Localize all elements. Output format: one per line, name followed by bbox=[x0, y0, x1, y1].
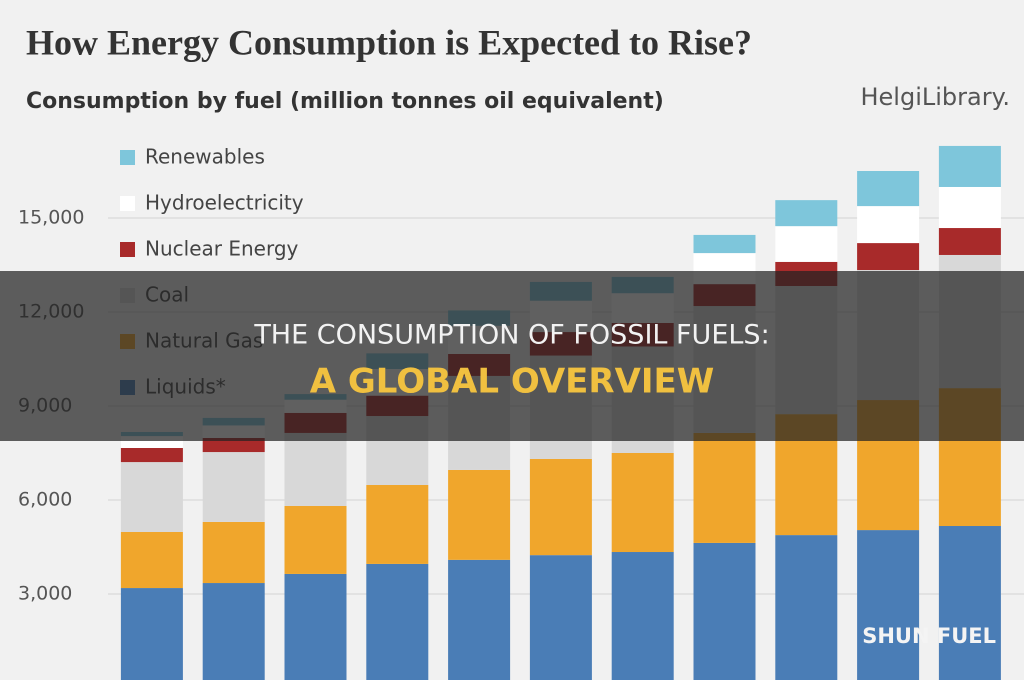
bar-segment bbox=[775, 200, 838, 227]
bar-segment bbox=[120, 447, 183, 463]
bar-segment bbox=[120, 436, 183, 448]
bar-segment bbox=[120, 588, 183, 680]
legend-label: Hydroelectricity bbox=[145, 191, 304, 215]
bar-segment bbox=[938, 145, 1001, 187]
bar-segment bbox=[366, 484, 429, 564]
bar-segment bbox=[284, 505, 347, 574]
bar-segment bbox=[202, 521, 265, 584]
banner-title: THE CONSUMPTION OF FOSSIL FUELS: bbox=[253, 320, 769, 351]
bar-segment bbox=[120, 462, 183, 532]
bar-segment bbox=[611, 453, 674, 553]
bar-segment bbox=[120, 531, 183, 589]
y-tick-label: 6,000 bbox=[18, 489, 72, 511]
bar-segment bbox=[693, 234, 756, 254]
legend-swatch bbox=[120, 242, 135, 257]
bar-segment bbox=[202, 583, 265, 680]
bar-segment bbox=[284, 573, 347, 680]
logo: HelgiLibrary. bbox=[860, 83, 1010, 111]
bar-segment bbox=[938, 228, 1001, 255]
bar-segment bbox=[775, 226, 838, 262]
bar-segment bbox=[857, 206, 920, 244]
banner bbox=[0, 271, 1024, 441]
bar-segment bbox=[284, 432, 347, 506]
bar-segment bbox=[938, 186, 1001, 229]
legend-swatch bbox=[120, 196, 135, 211]
bar-segment bbox=[938, 526, 1001, 680]
bar-segment bbox=[529, 555, 592, 680]
watermark: SHUN FUEL bbox=[862, 624, 996, 648]
bar-segment bbox=[693, 542, 756, 680]
bar-segment bbox=[529, 458, 592, 556]
legend-label: Renewables bbox=[145, 145, 265, 169]
bar-segment bbox=[366, 563, 429, 680]
bar-segment bbox=[448, 469, 511, 560]
y-tick-label: 15,000 bbox=[18, 207, 84, 229]
bar-segment bbox=[202, 437, 265, 453]
bar-segment bbox=[857, 530, 920, 680]
legend-swatch bbox=[120, 150, 135, 165]
banner-subtitle: A GLOBAL OVERVIEW bbox=[310, 362, 715, 402]
legend-label: Nuclear Energy bbox=[145, 237, 299, 261]
bar-segment bbox=[693, 432, 756, 543]
bar-segment bbox=[448, 559, 511, 680]
chart-subtitle: Consumption by fuel (million tonnes oil … bbox=[26, 89, 664, 114]
bar-segment bbox=[857, 243, 920, 271]
bar-segment bbox=[202, 452, 265, 522]
bar-segment bbox=[857, 171, 920, 207]
bar-segment bbox=[775, 535, 838, 680]
y-tick-label: 3,000 bbox=[18, 583, 72, 605]
chart-title: How Energy Consumption is Expected to Ri… bbox=[26, 22, 752, 62]
bar-segment bbox=[611, 552, 674, 680]
